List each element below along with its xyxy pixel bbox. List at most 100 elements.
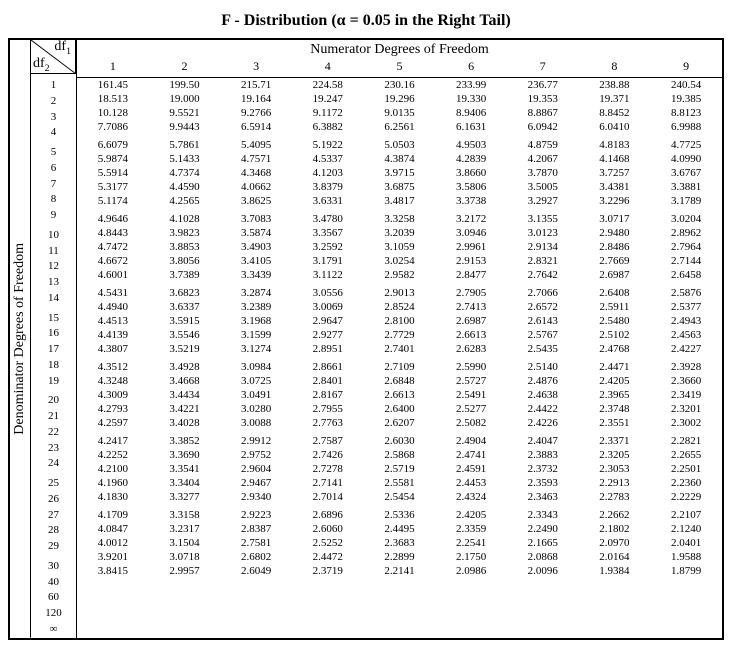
table-row: 6.60795.78615.40955.19225.05034.95034.87… bbox=[77, 138, 722, 152]
table-cell: 4.2839 bbox=[435, 152, 507, 166]
row-label: 11 bbox=[31, 244, 76, 260]
row-label: 16 bbox=[31, 326, 76, 342]
row-label: 2 bbox=[31, 94, 76, 110]
table-cell: 236.77 bbox=[507, 78, 579, 93]
table-cell: 3.0556 bbox=[292, 286, 364, 300]
table-cell: 2.9957 bbox=[149, 564, 221, 578]
table-cell: 6.9988 bbox=[650, 120, 722, 134]
table-cell: 4.1028 bbox=[149, 212, 221, 226]
title-prefix: F - Distribution ( bbox=[221, 12, 336, 29]
table-cell: 2.6049 bbox=[220, 564, 292, 578]
table-cell: 2.7642 bbox=[507, 268, 579, 282]
table-cell: 2.2541 bbox=[435, 536, 507, 550]
table-cell: 2.5336 bbox=[364, 508, 436, 522]
table-cell: 2.6283 bbox=[435, 342, 507, 356]
table-row: 4.00123.15042.75812.52522.36832.25412.16… bbox=[77, 536, 722, 550]
table-cell: 3.3258 bbox=[364, 212, 436, 226]
table-cell: 3.1274 bbox=[220, 342, 292, 356]
table-cell: 2.2662 bbox=[579, 508, 651, 522]
table-row: 4.18303.32772.93402.70142.54542.43242.34… bbox=[77, 490, 722, 504]
table-cell: 199.50 bbox=[149, 78, 221, 93]
row-label: ∞ bbox=[31, 622, 76, 638]
table-cell: 3.6331 bbox=[292, 194, 364, 208]
table-cell: 3.1599 bbox=[220, 328, 292, 342]
table-cell: 2.9223 bbox=[220, 508, 292, 522]
table-cell: 2.7066 bbox=[507, 286, 579, 300]
table-row: 4.66723.80563.41053.17913.02542.91532.83… bbox=[77, 254, 722, 268]
table-cell: 5.9874 bbox=[77, 152, 149, 166]
column-header: 7 bbox=[507, 58, 579, 78]
table-cell: 19.353 bbox=[507, 92, 579, 106]
row-label: 29 bbox=[31, 539, 76, 555]
table-cell: 4.4940 bbox=[77, 300, 149, 314]
table-cell: 4.1830 bbox=[77, 490, 149, 504]
table-cell: 2.5990 bbox=[435, 360, 507, 374]
table-cell: 2.3343 bbox=[507, 508, 579, 522]
table-cell: 3.3567 bbox=[292, 226, 364, 240]
table-cell: 2.4495 bbox=[364, 522, 436, 536]
table-cell: 2.8100 bbox=[364, 314, 436, 328]
table-cell: 4.1709 bbox=[77, 508, 149, 522]
table-cell: 3.5874 bbox=[220, 226, 292, 240]
table-cell: 2.6896 bbox=[292, 508, 364, 522]
table-cell: 2.0096 bbox=[507, 564, 579, 578]
table-cell: 2.9582 bbox=[364, 268, 436, 282]
table-cell: 4.5337 bbox=[292, 152, 364, 166]
table-cell: 2.6572 bbox=[507, 300, 579, 314]
table-cell: 2.6458 bbox=[650, 268, 722, 282]
table-row: 10.1289.55219.27669.11729.01358.94068.88… bbox=[77, 106, 722, 120]
table-cell: 3.0280 bbox=[220, 402, 292, 416]
table-cell: 4.7472 bbox=[77, 240, 149, 254]
table-cell: 2.7141 bbox=[292, 476, 364, 490]
table-cell: 2.4471 bbox=[579, 360, 651, 374]
table-body: 161.45199.50215.71224.58230.16233.99236.… bbox=[77, 78, 722, 579]
table-row: 4.84433.98233.58743.35673.20393.09463.01… bbox=[77, 226, 722, 240]
table-cell: 2.7964 bbox=[650, 240, 722, 254]
table-cell: 2.8661 bbox=[292, 360, 364, 374]
table-cell: 8.8123 bbox=[650, 106, 722, 120]
table-row: 5.98745.14334.75714.53374.38744.28394.20… bbox=[77, 152, 722, 166]
table-cell: 3.0718 bbox=[149, 550, 221, 564]
table-cell: 4.5431 bbox=[77, 286, 149, 300]
table-cell: 3.7870 bbox=[507, 166, 579, 180]
table-cell: 3.2172 bbox=[435, 212, 507, 226]
table-cell: 1.9588 bbox=[650, 550, 722, 564]
table-cell: 3.3881 bbox=[650, 180, 722, 194]
table-cell: 2.5581 bbox=[364, 476, 436, 490]
table-cell: 2.3002 bbox=[650, 416, 722, 430]
table-cell: 2.8524 bbox=[364, 300, 436, 314]
table-cell: 2.4205 bbox=[435, 508, 507, 522]
table-cell: 8.8452 bbox=[579, 106, 651, 120]
table-frame: Denominator Degrees of Freedom df1 df2 1… bbox=[8, 38, 724, 640]
table-cell: 5.1174 bbox=[77, 194, 149, 208]
table-cell: 6.2561 bbox=[364, 120, 436, 134]
table-cell: 3.6337 bbox=[149, 300, 221, 314]
table-cell: 2.8167 bbox=[292, 388, 364, 402]
table-cell: 9.5521 bbox=[149, 106, 221, 120]
row-label: 18 bbox=[31, 358, 76, 374]
df2-label: df2 bbox=[31, 57, 50, 74]
table-cell: 2.3593 bbox=[507, 476, 579, 490]
table-cell: 3.5546 bbox=[149, 328, 221, 342]
table-cell: 2.3419 bbox=[650, 388, 722, 402]
table-cell: 4.3512 bbox=[77, 360, 149, 374]
table-cell: 2.8387 bbox=[220, 522, 292, 536]
row-label: 8 bbox=[31, 192, 76, 208]
table-cell: 2.9340 bbox=[220, 490, 292, 504]
table-row: 4.38073.52193.12742.89512.74012.62832.54… bbox=[77, 342, 722, 356]
table-cell: 3.4668 bbox=[149, 374, 221, 388]
table-cell: 4.3807 bbox=[77, 342, 149, 356]
table-cell: 2.3053 bbox=[579, 462, 651, 476]
table-cell: 2.3359 bbox=[435, 522, 507, 536]
page-title: F - Distribution (α = 0.05 in the Right … bbox=[8, 12, 724, 30]
table-cell: 2.4453 bbox=[435, 476, 507, 490]
table-cell: 2.2783 bbox=[579, 490, 651, 504]
table-cell: 2.3201 bbox=[650, 402, 722, 416]
table-cell: 3.0717 bbox=[579, 212, 651, 226]
table-cell: 2.1240 bbox=[650, 522, 722, 536]
table-cell: 3.1789 bbox=[650, 194, 722, 208]
table-cell: 2.3463 bbox=[507, 490, 579, 504]
table-cell: 2.2501 bbox=[650, 462, 722, 476]
table-cell: 3.8379 bbox=[292, 180, 364, 194]
table-cell: 3.2874 bbox=[220, 286, 292, 300]
